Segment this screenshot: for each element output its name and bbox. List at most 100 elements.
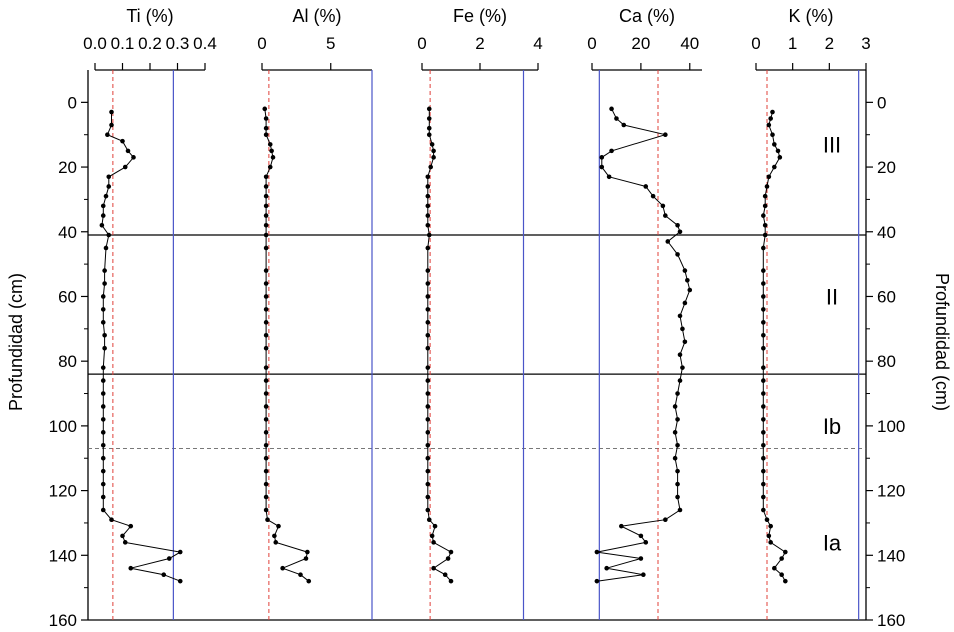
data-point <box>675 494 680 500</box>
data-point <box>263 132 269 138</box>
y-tick-label-left: 140 <box>49 546 77 565</box>
data-point <box>100 404 106 409</box>
data-point <box>263 232 269 238</box>
x-tick-label: 5 <box>326 34 335 53</box>
y-tick-label-right: 0 <box>877 93 886 112</box>
data-point <box>263 307 269 312</box>
panel-title: Al (%) <box>293 6 342 26</box>
y-tick-label-right: 60 <box>877 287 896 306</box>
data-point <box>761 281 766 286</box>
y-tick-label-right: 80 <box>877 352 896 371</box>
data-point <box>100 391 106 396</box>
data-point <box>672 455 678 461</box>
x-tick-label: 0 <box>257 34 266 53</box>
data-point <box>106 184 112 189</box>
data-point <box>764 184 770 189</box>
data-point <box>263 213 269 218</box>
data-point <box>772 164 777 170</box>
data-point <box>761 417 766 422</box>
data-point <box>425 332 431 338</box>
data-point <box>687 287 693 293</box>
data-point <box>263 222 269 228</box>
data-point <box>770 109 775 115</box>
data-point <box>764 517 770 523</box>
data-point <box>425 391 431 396</box>
y-tick-label-left: 60 <box>58 287 77 306</box>
data-point <box>267 164 273 170</box>
data-point <box>682 339 688 345</box>
data-point <box>122 540 128 545</box>
data-point <box>425 365 431 370</box>
data-point <box>426 517 432 523</box>
data-point <box>102 345 107 351</box>
y-tick-label-right: 20 <box>877 158 896 177</box>
data-point <box>677 313 683 319</box>
data-point <box>677 229 683 235</box>
data-point <box>102 268 107 273</box>
data-point <box>425 281 431 286</box>
zone-label: II <box>826 284 838 309</box>
data-point <box>426 106 432 112</box>
data-point <box>768 116 773 121</box>
data-point <box>660 203 666 209</box>
data-point <box>272 533 277 539</box>
data-point <box>100 307 106 312</box>
data-point <box>772 565 777 571</box>
data-point <box>100 417 106 422</box>
data-point <box>425 213 431 218</box>
data-point <box>263 193 269 199</box>
data-point <box>262 106 268 112</box>
data-point <box>599 164 605 170</box>
data-point <box>779 572 784 578</box>
data-point <box>761 345 766 351</box>
data-point <box>594 578 600 584</box>
data-point <box>599 155 605 160</box>
data-point <box>761 507 766 513</box>
data-point <box>779 556 784 561</box>
data-point <box>429 533 435 539</box>
data-point <box>298 572 303 578</box>
data-point <box>761 245 766 251</box>
data-point <box>263 125 269 131</box>
y-tick-label-left: 160 <box>49 611 77 630</box>
data-point <box>675 481 680 487</box>
data-point <box>263 365 269 370</box>
data-point <box>426 125 432 131</box>
data-point <box>448 578 454 584</box>
data-point <box>100 481 106 487</box>
data-point <box>783 549 788 555</box>
x-tick-label: 0.2 <box>138 34 162 53</box>
data-point <box>100 320 106 325</box>
data-point <box>303 556 309 561</box>
data-point <box>425 307 431 312</box>
x-tick-label: 0 <box>417 34 426 53</box>
data-point <box>761 213 766 218</box>
zone-label: Ib <box>823 414 841 439</box>
data-point <box>431 155 436 160</box>
data-point <box>768 523 773 529</box>
data-point <box>263 268 269 273</box>
data-point <box>675 222 680 228</box>
data-point <box>442 572 448 578</box>
series-line <box>596 108 691 582</box>
data-point <box>425 320 431 325</box>
data-point <box>177 578 183 584</box>
data-point <box>425 193 431 199</box>
data-point <box>263 116 269 121</box>
data-point <box>606 174 612 180</box>
data-point <box>663 213 668 218</box>
data-point <box>675 252 680 257</box>
data-point <box>677 507 683 513</box>
y-tick-label-right: 160 <box>877 611 905 630</box>
data-point <box>761 468 766 474</box>
data-point <box>426 116 432 121</box>
data-point <box>425 442 431 448</box>
data-point <box>103 245 109 251</box>
data-point <box>663 132 668 138</box>
data-point <box>665 239 671 244</box>
data-point <box>263 203 269 209</box>
data-point <box>263 455 269 461</box>
data-point <box>276 523 281 529</box>
data-point <box>100 442 106 448</box>
